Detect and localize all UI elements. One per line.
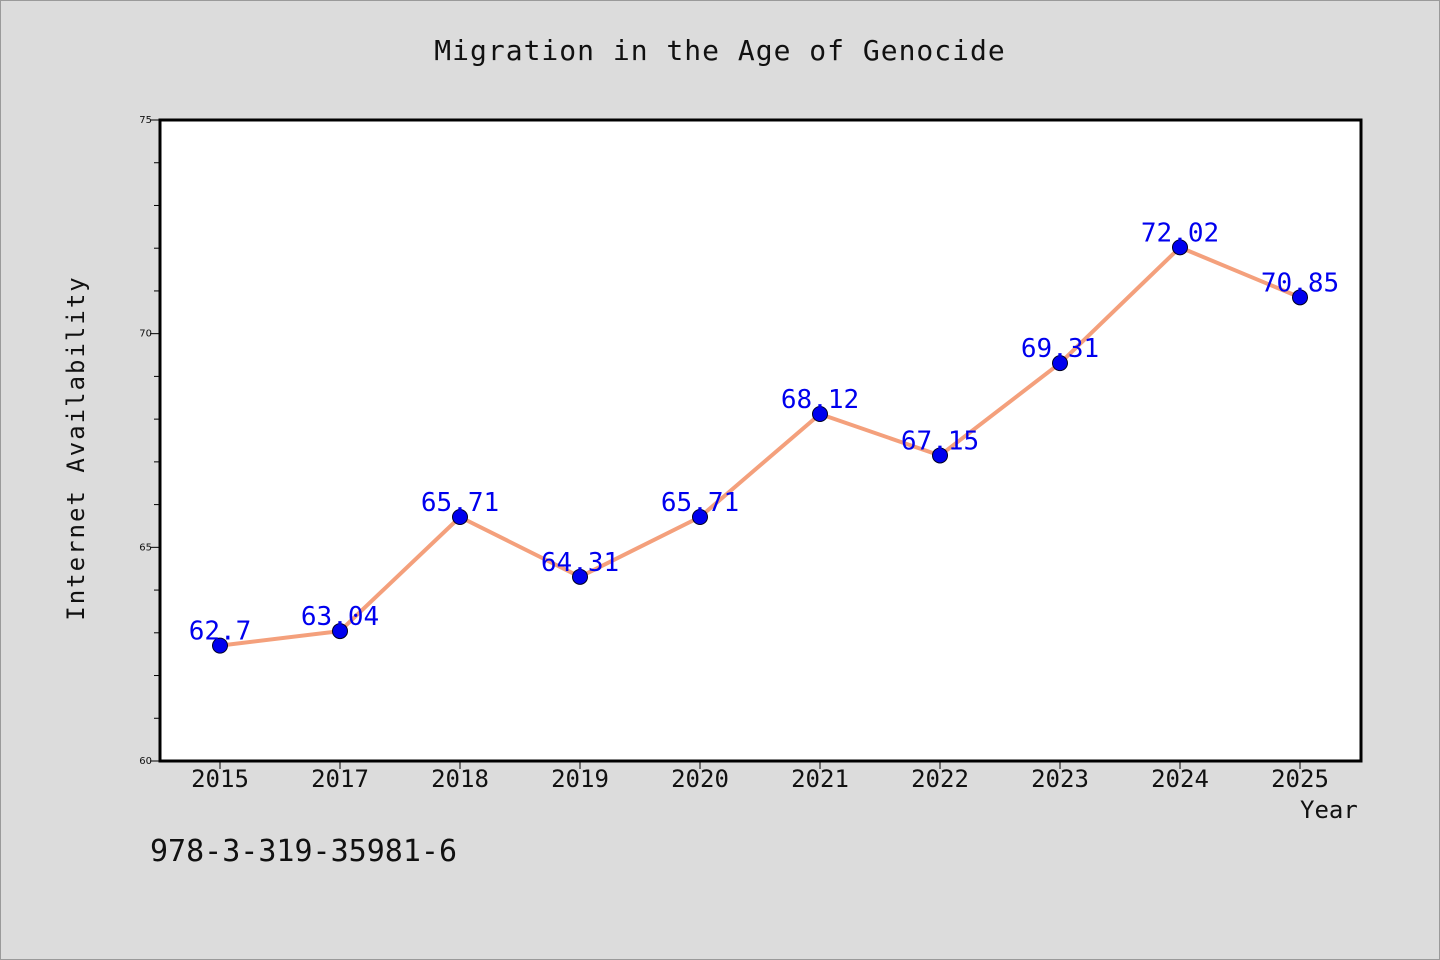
data-label: 65.71 xyxy=(421,488,499,518)
data-label: 68.12 xyxy=(781,385,859,415)
y-tick-label: 60 xyxy=(139,756,152,767)
data-point-marker xyxy=(1172,239,1188,256)
data-point-marker xyxy=(452,508,468,525)
chart-title: Migration in the Age of Genocide xyxy=(434,34,1006,67)
data-label: 67.15 xyxy=(901,426,979,456)
data-point-marker xyxy=(332,623,348,640)
plot-border xyxy=(158,118,1363,763)
plot-area xyxy=(160,120,1361,761)
data-label: 69.31 xyxy=(1021,334,1099,364)
x-axis-label: Year xyxy=(1300,796,1358,824)
data-label: 62.7 xyxy=(189,617,252,647)
data-label: 65.71 xyxy=(661,488,739,518)
x-tick-label: 2019 xyxy=(551,765,609,793)
y-tick-label: 65 xyxy=(139,542,152,553)
data-point-marker xyxy=(1292,289,1308,306)
x-tick-label: 2023 xyxy=(1031,765,1089,793)
data-label: 63.04 xyxy=(301,602,379,632)
x-tick-label: 2015 xyxy=(191,765,249,793)
data-label: 64.31 xyxy=(541,548,619,578)
series-line xyxy=(219,245,1301,648)
data-point-marker xyxy=(212,637,228,654)
x-tick-label: 2025 xyxy=(1271,765,1329,793)
y-tick-label: 75 xyxy=(139,115,152,126)
data-point-marker xyxy=(692,508,708,525)
x-tick-label: 2020 xyxy=(671,765,729,793)
data-point-marker xyxy=(1052,355,1068,372)
x-tick-label: 2021 xyxy=(791,765,849,793)
data-point-marker xyxy=(572,568,588,585)
x-tick-label: 2022 xyxy=(911,765,969,793)
data-point-marker xyxy=(812,406,828,423)
data-label: 72.02 xyxy=(1141,218,1219,248)
x-tick-label: 2024 xyxy=(1151,765,1209,793)
x-tick-label: 2018 xyxy=(431,765,489,793)
y-tick-label: 70 xyxy=(139,329,152,340)
isbn-text: 978-3-319-35981-6 xyxy=(150,834,458,869)
data-point-marker xyxy=(932,447,948,464)
data-label: 70.85 xyxy=(1261,268,1339,298)
x-tick-label: 2017 xyxy=(311,765,369,793)
